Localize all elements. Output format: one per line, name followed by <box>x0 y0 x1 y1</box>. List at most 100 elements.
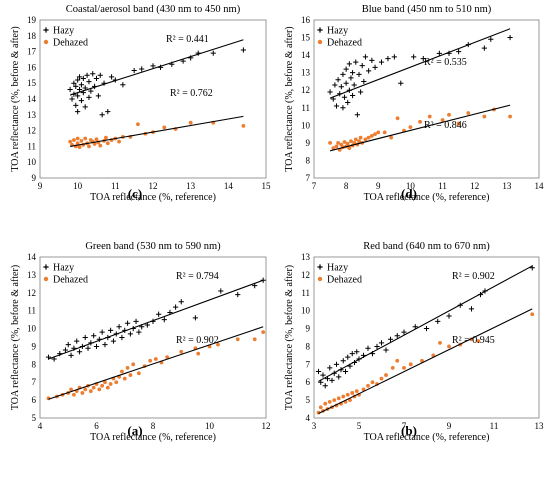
p2-x-tick-label: 11 <box>438 181 447 191</box>
p1-hazy-point <box>86 79 92 85</box>
p1-x-tick-label: 9 <box>38 181 43 191</box>
p2-dehazed-point <box>358 135 363 140</box>
p2-legend-dehazed-marker <box>317 39 323 45</box>
p1-hazy-point <box>210 50 216 56</box>
p1-hazy-point <box>108 74 115 80</box>
p3-hazy-r2-label: R² = 0.794 <box>176 271 219 282</box>
p2-dehazed-point <box>395 116 400 121</box>
p2-hazy-point <box>411 54 417 60</box>
p4-hazy-point <box>327 365 333 371</box>
p3-dehazed-point <box>100 383 105 388</box>
p4-dehazed-r2-label: R² = 0.945 <box>452 335 495 346</box>
p3-hazy-point <box>68 352 74 358</box>
p4-dehazed-point <box>332 398 337 403</box>
p2-dehazed-point <box>376 130 381 135</box>
p3-dehazed-trendline <box>48 326 264 400</box>
p2-hazy-point <box>481 45 487 51</box>
p2-y-tick-label: 11 <box>301 103 310 113</box>
p2-hazy-point <box>346 61 352 67</box>
p4-hazy-point <box>394 333 400 339</box>
p3-dehazed-point <box>105 385 110 390</box>
p3-dehazed-point <box>103 380 107 385</box>
p1-dehazed-point <box>87 144 91 149</box>
p4-dehazed-point <box>354 389 359 394</box>
p2-hazy-point <box>436 50 442 56</box>
p2-hazy-point <box>391 54 397 60</box>
p2-dehazed-point <box>347 146 352 151</box>
p4-dehazed-point <box>361 387 366 392</box>
p1-hazy-point <box>71 80 77 86</box>
p1-y-tick-label: 17 <box>27 47 37 57</box>
p3-dehazed-point <box>261 330 266 335</box>
p2-x-tick-label: 13 <box>502 181 512 191</box>
p2-x-tick-label: 8 <box>344 181 349 191</box>
p1-dehazed-point <box>83 136 88 141</box>
p4-dehazed-point <box>318 405 323 410</box>
p2-dehazed-point <box>466 111 471 115</box>
p1-hazy-point <box>88 88 94 94</box>
p1-dehazed-point <box>75 141 80 146</box>
p4-y-tick-label: 13 <box>301 252 311 262</box>
p4-plot-frame <box>313 256 540 419</box>
p2-y-tick-label: 7 <box>306 173 311 183</box>
p2-dehazed-point <box>447 112 451 117</box>
p2-dehazed-point <box>508 114 512 119</box>
p2-dehazed-point <box>418 119 422 124</box>
p4-dehazed-point <box>323 401 328 406</box>
p3-dehazed-point <box>83 387 88 392</box>
p3-dehazed-point <box>88 389 93 394</box>
p4-hazy-point <box>315 368 322 375</box>
p2-hazy-point <box>348 75 354 81</box>
panel-label-c: (c) <box>127 186 143 201</box>
p2-hazy-point <box>335 77 341 83</box>
p2-hazy-point <box>366 68 372 74</box>
p4-dehazed-point <box>390 366 395 370</box>
p4-hazy-point <box>383 347 389 353</box>
p3-hazy-point <box>173 304 179 310</box>
p1-dehazed-point <box>241 123 246 128</box>
p3-dehazed-point <box>252 337 257 342</box>
p3-dehazed-point <box>148 358 153 363</box>
p4-hazy-point <box>468 306 475 312</box>
p1-hazy-r2-label: R² = 0.441 <box>166 34 209 45</box>
p1-dehazed-point <box>98 143 103 148</box>
p4-y-tick-label: 5 <box>306 395 311 405</box>
p2-dehazed-point <box>336 140 341 145</box>
p3-hazy-point <box>116 324 122 330</box>
p4-dehazed-point <box>402 366 406 370</box>
p3-legend-dehazed-label: Dehazed <box>53 275 88 286</box>
p1-x-tick-label: 15 <box>262 181 272 191</box>
p3-dehazed-point <box>196 351 201 356</box>
p2-hazy-point <box>340 105 346 111</box>
p2-dehazed-point <box>369 133 374 138</box>
p1-hazy-point <box>75 77 81 83</box>
p2-hazy-point <box>488 36 494 42</box>
p3-x-tick-label: 4 <box>38 421 43 431</box>
p1-legend-hazy-label: Hazy <box>53 26 74 37</box>
p3-dehazed-point <box>120 369 124 374</box>
p3-hazy-point <box>108 327 114 333</box>
p3-hazy-point <box>62 347 69 353</box>
p2-y-tick-label: 8 <box>306 155 311 165</box>
p1-dehazed-point <box>77 145 82 150</box>
p4-hazy-point <box>340 358 346 364</box>
p3-hazy-point <box>124 320 131 326</box>
p4-hazy-point <box>333 361 340 367</box>
p3-y-tick-label: 12 <box>27 288 36 298</box>
p2-dehazed-point <box>342 140 347 144</box>
p1-x-axis-label: TOA reflectance (%, reference) <box>90 192 216 203</box>
p3-title: Green band (530 nm to 590 nm) <box>85 241 221 252</box>
p4-y-tick-label: 12 <box>301 270 310 280</box>
p3-y-tick-label: 8 <box>32 359 37 369</box>
p4-y-axis-label: TOA reflectance (%, before & after) <box>284 265 295 410</box>
p2-x-tick-label: 14 <box>535 181 545 191</box>
p4-y-tick-label: 6 <box>306 377 311 387</box>
p4-dehazed-point <box>379 376 384 381</box>
p2-y-axis-label: TOA reflectance (%, before & after) <box>284 26 295 171</box>
p4-dehazed-point <box>395 358 400 363</box>
p1-hazy-point <box>69 96 75 102</box>
p2-dehazed-point <box>408 125 413 129</box>
p2-x-tick-label: 10 <box>406 181 416 191</box>
p3-dehazed-point <box>72 392 76 397</box>
